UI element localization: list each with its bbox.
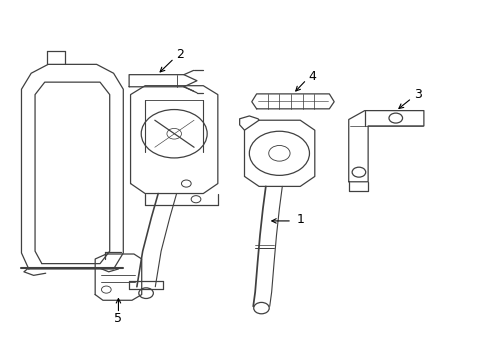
Text: 4: 4 <box>308 69 316 82</box>
Text: 1: 1 <box>296 213 304 226</box>
Text: 3: 3 <box>413 88 421 101</box>
Text: 2: 2 <box>176 48 184 61</box>
Text: 5: 5 <box>114 312 122 325</box>
